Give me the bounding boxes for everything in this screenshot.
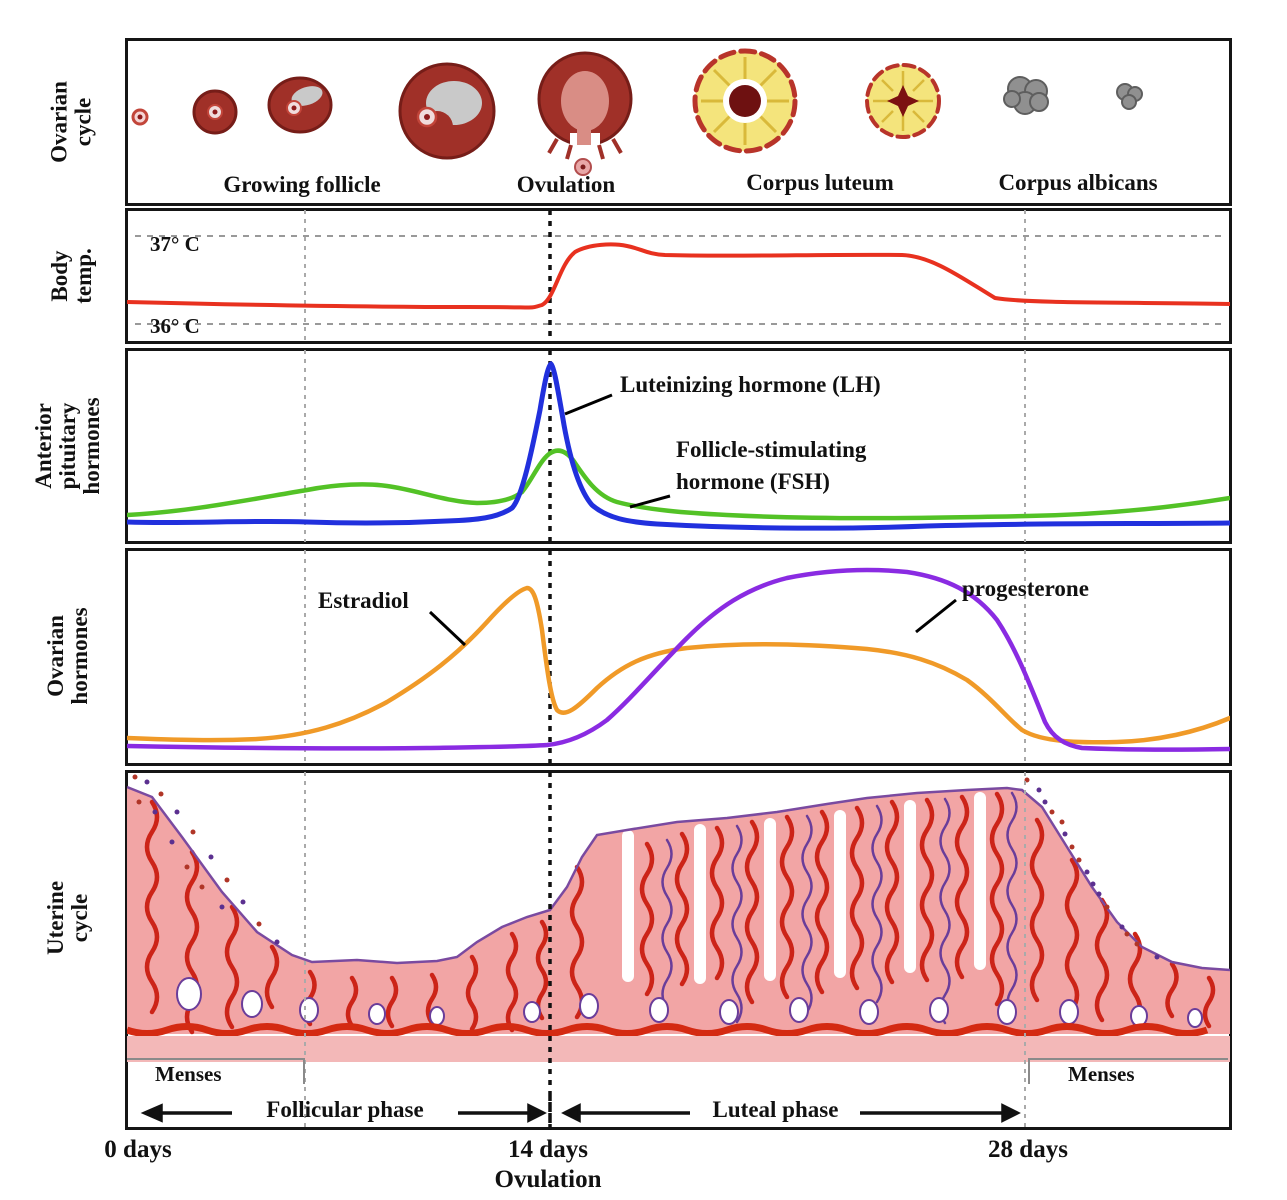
estradiol-pointer-line [428,610,467,647]
axis-day28: 28 days [988,1136,1068,1163]
menses-debris-right [1024,777,1160,960]
lh-pointer-line [564,393,613,416]
progesterone-curve [127,567,1230,752]
ovarian-cycle-graphics [131,48,1143,176]
side-label-pituitary: Anterior pituitary hormones [31,397,104,495]
lh-curve [127,360,1230,531]
label-growing-follicle: Growing follicle [223,172,381,197]
menses-left-bracket [127,1058,305,1060]
panel-ovarian-hormones [125,548,1232,766]
basal-layer-band [127,1036,1230,1062]
primary-follicle-illustration [192,89,238,135]
endometrium-surface-outline [127,785,1230,972]
basal-layer-vessel [127,1023,1209,1037]
temp-curve [127,242,1230,310]
label-37c: 37° C [150,232,200,256]
label-corpus-luteum: Corpus luteum [746,170,894,195]
label-36c: 36° C [150,314,200,338]
label-fsh-line2: hormone (FSH) [676,469,830,494]
corpus-luteum-illustration [692,48,798,154]
axis-day0: 0 days [104,1136,172,1163]
label-ovulation-stage: Ovulation [516,172,616,197]
pituitary-graphics [127,350,1230,542]
label-follicular-phase: Follicular phase [266,1097,424,1122]
fsh-curve [127,448,1230,521]
label-fsh-line1: Follicle-stimulating [676,437,867,462]
side-label-ovarian-cycle: Ovarian cycle [46,81,96,163]
side-label-body-temp: Body temp. [47,248,96,304]
menses-debris-left [132,774,280,945]
estradiol-curve [127,585,1230,745]
gland-gaps [622,792,986,984]
ovarian-hormones-graphics [127,550,1230,764]
label-fsh: Follicle-stimulating hormone (FSH) [676,434,866,498]
label-corpus-albicans: Corpus albicans [998,170,1158,195]
small-corpus-albicans-illustration [1116,83,1143,110]
label-lh: Luteinizing hormone (LH) [620,372,881,397]
phase-arrows [140,1096,1021,1130]
panel-ovarian-cycle [125,38,1232,206]
progesterone-pointer-line [915,598,957,634]
primordial-follicle-illustration [131,108,149,126]
menses-right-bracket [1028,1058,1228,1060]
panel-pituitary [125,348,1232,544]
graafian-follicle-illustration [398,62,496,160]
endometrium-illustration [127,772,1230,1128]
axis-ovulation: Ovulation [494,1166,602,1193]
menses-right-bracket-tick [1028,1058,1030,1084]
label-estradiol: Estradiol [318,588,409,613]
menses-left-bracket-tick [303,1058,305,1084]
label-menses-left: Menses [155,1062,222,1086]
corpus-albicans-illustration [1003,76,1049,115]
secondary-follicle-illustration [267,76,333,134]
endometrial-glands-purple [661,791,1018,1025]
side-label-uterine-cycle: Uterine cycle [43,880,92,956]
label-menses-right: Menses [1068,1062,1135,1086]
endometrial-glands-red [144,791,1216,1035]
label-luteal-phase: Luteal phase [712,1097,839,1122]
fsh-pointer-line [629,494,671,509]
axis-day14: 14 days [508,1136,588,1163]
ovulation-follicle-illustration [537,51,633,176]
body-temp-graphics [127,210,1230,342]
lacunae [176,977,1203,1028]
panel-uterine-cycle [125,770,1232,1130]
panel-body-temp [125,208,1232,344]
endometrium-fill [127,787,1230,1034]
label-progesterone: progesterone [962,576,1089,601]
regressing-corpus-luteum-illustration [865,63,941,139]
side-label-ovarian-hormones: Ovarian hormones [43,607,92,705]
